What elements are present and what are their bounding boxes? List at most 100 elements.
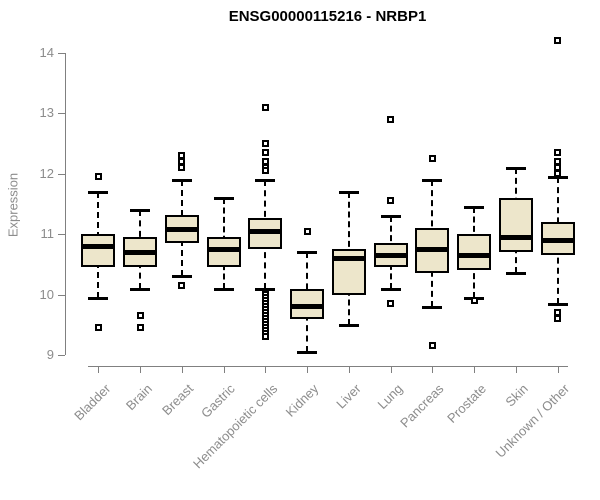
outlier-point <box>387 197 395 205</box>
x-axis-tick <box>307 366 309 373</box>
outlier-point <box>94 173 102 181</box>
outlier-point <box>303 227 311 235</box>
boxplot-box <box>81 234 116 268</box>
y-tick-label: 12 <box>39 165 54 181</box>
outlier-point <box>387 115 395 123</box>
x-tick-label: Breast <box>159 381 197 419</box>
whisker-cap-bottom <box>547 302 568 306</box>
median-line <box>164 227 199 233</box>
whisker-cap-top <box>88 190 109 194</box>
whisker-cap-bottom <box>255 287 276 291</box>
median-line <box>290 304 325 310</box>
median-line <box>373 252 408 258</box>
median-line <box>81 243 116 249</box>
y-tick-label: 13 <box>39 105 54 121</box>
boxplot-box <box>206 237 241 268</box>
x-tick-label: Unknown / Other <box>492 381 573 461</box>
x-axis-tick <box>515 366 517 373</box>
median-line <box>540 237 575 243</box>
boxplot-box <box>290 288 325 319</box>
whisker-cap-top <box>213 196 234 200</box>
x-axis-tick <box>181 366 183 373</box>
y-axis-tick <box>58 294 65 296</box>
outlier-point <box>136 312 144 320</box>
y-axis-tick <box>58 355 65 356</box>
median-line <box>331 255 366 261</box>
outlier-point <box>387 300 395 308</box>
x-tick-label: Skin <box>502 381 531 410</box>
whisker-cap-bottom <box>297 350 318 354</box>
outlier-point <box>470 297 478 305</box>
y-axis-line <box>65 53 66 355</box>
outlier-point <box>554 309 562 317</box>
x-axis-line <box>88 366 568 367</box>
outlier-point <box>94 324 102 332</box>
y-tick-label: 9 <box>46 347 54 362</box>
x-axis-tick <box>223 366 225 373</box>
outlier-point <box>261 167 269 175</box>
outlier-point <box>554 37 562 45</box>
outlier-point <box>428 342 436 350</box>
boxplot-box <box>498 197 533 253</box>
outlier-point <box>261 158 269 166</box>
outlier-point <box>261 140 269 148</box>
whisker-cap-top <box>422 178 443 182</box>
median-line <box>248 228 283 234</box>
whisker-cap-bottom <box>422 305 443 309</box>
x-tick-label: Pancreas <box>397 381 447 431</box>
x-axis-tick <box>98 366 100 373</box>
y-tick-label: 11 <box>40 226 55 242</box>
whisker-cap-top <box>171 178 192 182</box>
whisker-cap-top <box>505 166 526 170</box>
outlier-point <box>554 158 562 166</box>
x-axis-tick <box>265 366 267 373</box>
median-line <box>415 246 450 252</box>
whisker-cap-top <box>130 209 151 213</box>
x-tick-label: Brain <box>122 381 155 414</box>
x-axis-tick <box>348 366 350 373</box>
outlier-point <box>428 155 436 163</box>
y-axis-tick <box>58 113 65 115</box>
chart-title: ENSG00000115216 - NRBP1 <box>228 8 427 25</box>
outlier-point <box>261 103 269 111</box>
outlier-point <box>554 149 562 157</box>
whisker-cap-bottom <box>213 287 234 291</box>
x-axis-tick <box>390 366 392 373</box>
outlier-point <box>554 170 562 178</box>
x-axis-tick <box>474 366 476 373</box>
x-tick-label: Bladder <box>70 381 113 424</box>
x-tick-label: Kidney <box>283 381 322 420</box>
median-line <box>206 246 241 252</box>
outlier-point <box>178 282 186 290</box>
median-line <box>123 249 158 255</box>
y-tick-label: 14 <box>39 45 54 60</box>
whisker-cap-bottom <box>88 296 109 300</box>
outlier-point <box>554 164 562 172</box>
y-tick-label: 10 <box>39 286 54 302</box>
median-line <box>498 234 533 240</box>
y-axis-tick <box>58 53 65 54</box>
x-tick-label: Liver <box>332 381 364 412</box>
whisker-cap-top <box>547 175 568 179</box>
whisker-cap-bottom <box>380 287 401 291</box>
whisker-cap-bottom <box>130 287 151 291</box>
x-axis-tick <box>140 366 142 373</box>
whisker-cap-top <box>464 206 485 210</box>
outlier-point <box>178 164 186 172</box>
outlier-point <box>178 152 186 160</box>
boxplot-box <box>457 234 492 271</box>
whisker-cap-top <box>297 251 318 255</box>
x-tick-label: Lung <box>374 381 406 413</box>
x-tick-label: Prostate <box>443 381 489 426</box>
whisker-cap-bottom <box>505 272 526 276</box>
outlier-point <box>136 324 144 332</box>
outlier-point <box>261 333 269 341</box>
x-axis-tick <box>432 366 434 373</box>
whisker-cap-bottom <box>171 275 192 279</box>
y-axis-tick <box>58 234 65 236</box>
x-axis-tick <box>557 366 559 373</box>
x-tick-label: Gastric <box>198 381 239 421</box>
y-axis-tick <box>58 173 65 175</box>
